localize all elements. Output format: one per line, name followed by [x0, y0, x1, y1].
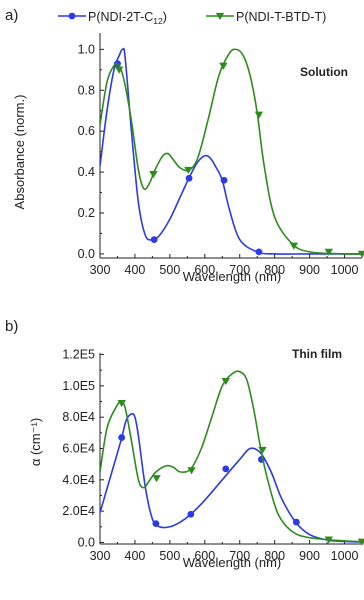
- panel-a-annotation: Solution: [300, 65, 348, 79]
- y-tick-label: 0.4: [78, 165, 95, 179]
- series-2-point: [254, 111, 264, 119]
- y-tick-label: 8.0E4: [62, 410, 95, 424]
- x-tick-label: 900: [299, 549, 320, 563]
- x-tick-label: 500: [159, 263, 180, 277]
- series-1-point: [187, 510, 195, 518]
- series-1-point: [220, 176, 228, 184]
- series-2-point: [187, 467, 196, 475]
- panel-a: a) 300 400 500 600 700 800 900 1000 0.0 0.2 0.4 0.6…: [5, 7, 364, 284]
- series-2-point: [357, 250, 364, 258]
- series-line-2: [100, 370, 363, 543]
- series-2-point: [258, 446, 267, 455]
- y-tick-label: 1.2E5: [62, 348, 95, 362]
- panel-b-label: b): [5, 318, 18, 335]
- series-2-point: [184, 166, 193, 175]
- y-tick-label: 0.6: [78, 124, 95, 138]
- series-2-point: [117, 399, 126, 408]
- x-tick-label: 600: [194, 549, 215, 563]
- panel-b-xlabel: Wavelength (nm): [183, 555, 282, 570]
- x-tick-label: 400: [125, 549, 146, 563]
- panel-a-label: a): [5, 7, 18, 24]
- series-2-point: [149, 170, 158, 179]
- series-1-point: [292, 518, 300, 526]
- y-tick-label: 0.0: [78, 247, 95, 261]
- series-1-point: [152, 520, 160, 528]
- y-tick-label: 6.0E4: [62, 442, 95, 456]
- x-tick-label: 400: [125, 263, 146, 277]
- y-tick-label: 1.0: [78, 42, 95, 56]
- series-2-point: [115, 66, 124, 74]
- panel-b: b) 300 400 500 600 700 800 900 1000 0.0 2.0E4 4.0E…: [5, 318, 364, 570]
- series-2-point: [357, 538, 364, 546]
- y-tick-label: 0.0: [78, 535, 95, 549]
- x-tick-label: 500: [159, 549, 180, 563]
- x-tick-label: 1000: [331, 549, 359, 563]
- series-1-point: [118, 434, 126, 441]
- panel-a-xlabel: Wavelength (nm): [183, 269, 282, 284]
- panel-b-plot: 300 400 500 600 700 800 900 1000 0.0 2.0E4 4.0E4 6.…: [62, 348, 364, 563]
- series-2-point: [221, 378, 230, 386]
- y-tick-label: 0.8: [78, 83, 95, 97]
- x-tick-label: 700: [229, 549, 250, 563]
- legend-series-2-marker: [215, 12, 225, 20]
- series-line-2: [100, 48, 363, 255]
- x-tick-label: 1000: [331, 263, 359, 277]
- series-line-1: [100, 413, 363, 543]
- series-line-1: [100, 47, 362, 255]
- x-tick-label: 800: [264, 263, 285, 277]
- legend-series-1-marker: [68, 12, 76, 20]
- panel-a-ylabel: Absorbance (norm.): [12, 95, 27, 210]
- panel-a-plot: 300 400 500 600 700 800 900 1000 0.0 0.2 0.4 0.6 0.8…: [78, 33, 364, 277]
- series-2-point: [324, 536, 334, 544]
- legend-series-1-subscript: 12: [153, 16, 163, 26]
- y-tick-label: 4.0E4: [62, 473, 95, 487]
- series-1-point: [222, 465, 230, 473]
- x-tick-label: 900: [299, 263, 320, 277]
- series-1-point: [185, 174, 193, 182]
- x-tick-label: 300: [90, 549, 111, 563]
- panel-b-ylabel: α (cm⁻¹): [28, 418, 43, 466]
- series-2-point: [289, 242, 299, 250]
- legend-series-2-label: P(NDI-T-BTD-T): [236, 10, 326, 24]
- series-2-point: [219, 62, 228, 70]
- series-2-point: [324, 248, 334, 256]
- x-tick-label: 300: [90, 263, 111, 277]
- legend: P(NDI-2T-C12) P(NDI-T-BTD-T): [58, 10, 326, 26]
- series-1-point: [255, 248, 263, 256]
- x-tick-label: 600: [194, 263, 215, 277]
- y-tick-label: 1.0E5: [62, 379, 95, 393]
- y-tick-label: 0.2: [78, 206, 95, 220]
- legend-series-1-label: P(NDI-2T-C12): [88, 10, 167, 26]
- panel-b-annotation: Thin film: [292, 347, 342, 361]
- y-tick-label: 2.0E4: [62, 504, 95, 518]
- x-tick-label: 700: [229, 263, 250, 277]
- series-1-point: [150, 236, 158, 243]
- x-tick-label: 800: [264, 549, 285, 563]
- series-2-point: [152, 475, 161, 483]
